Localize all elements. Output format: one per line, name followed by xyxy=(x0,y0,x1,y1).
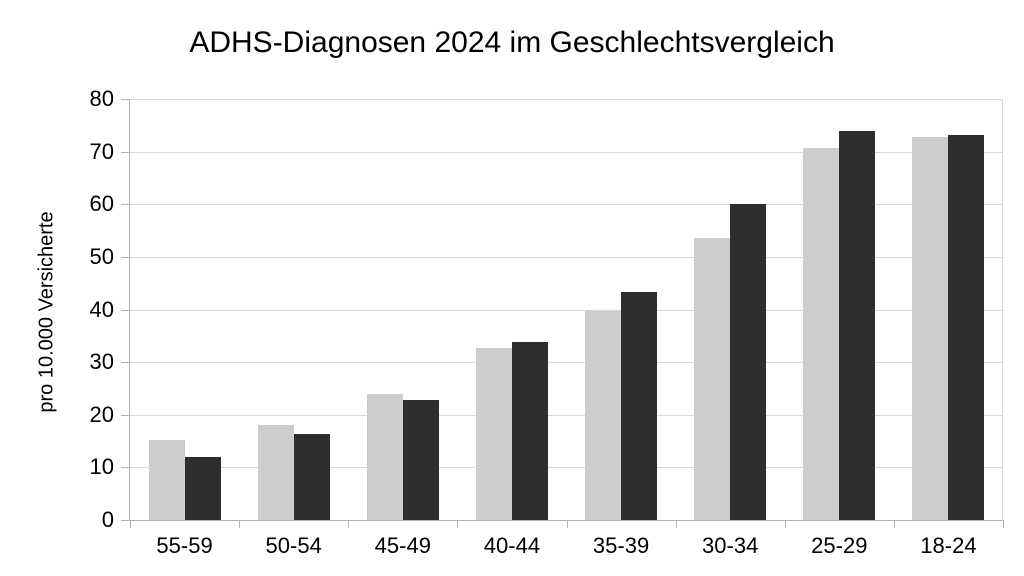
x-tick-label: 45-49 xyxy=(374,533,431,558)
y-tick-label: 0 xyxy=(101,507,114,532)
y-tick-label: 20 xyxy=(89,401,114,427)
x-tick-label: 30-34 xyxy=(702,533,759,558)
y-tick-mark xyxy=(121,467,130,469)
x-axis-line xyxy=(129,520,1003,521)
bar xyxy=(148,440,185,520)
bar xyxy=(184,456,221,520)
y-tick-mark xyxy=(121,309,130,311)
y-tick-label: 40 xyxy=(89,296,114,322)
chart-title: ADHS-Diagnosen 2024 im Geschlechtsvergle… xyxy=(189,26,835,59)
bar xyxy=(511,342,548,520)
bar-group xyxy=(457,99,566,520)
x-tick-label: 18-24 xyxy=(920,533,977,558)
x-tick-mark xyxy=(675,520,677,528)
bar xyxy=(257,425,294,520)
y-gridline xyxy=(130,309,1003,311)
bar xyxy=(730,203,767,520)
x-axis-labels: 55-59 50-54 45-49 40-44 35-39 30-34 25-29 18-24 xyxy=(130,533,1003,559)
y-tick-label: 70 xyxy=(89,138,114,164)
y-gridline xyxy=(130,151,1003,153)
plot-right-border xyxy=(1002,99,1003,520)
bar xyxy=(948,135,985,520)
bar-group xyxy=(676,99,785,520)
x-tick-mark xyxy=(1003,520,1004,528)
x-tick-mark xyxy=(348,520,350,528)
y-tick-mark xyxy=(121,414,130,416)
x-tick-mark xyxy=(893,520,895,528)
y-tick-label: 30 xyxy=(89,349,114,375)
x-tick-mark xyxy=(239,520,241,528)
x-tick-label: 25-29 xyxy=(811,533,868,558)
y-tick-mark xyxy=(121,362,130,364)
bar xyxy=(475,347,512,520)
x-tick-mark xyxy=(130,520,131,528)
y-tick-label: 60 xyxy=(89,191,114,217)
y-tick-label: 50 xyxy=(89,243,114,269)
y-gridline xyxy=(130,467,1003,469)
x-tick-label: 50-54 xyxy=(265,533,322,558)
bar xyxy=(621,291,658,520)
x-tick-mark xyxy=(784,520,786,528)
bar xyxy=(402,400,439,520)
y-gridline xyxy=(130,204,1003,206)
bar-group xyxy=(348,99,457,520)
x-tick-mark xyxy=(457,520,459,528)
y-tick-mark xyxy=(121,520,130,521)
bar xyxy=(694,238,731,520)
x-tick-label: 40-44 xyxy=(483,533,541,558)
bar xyxy=(912,136,949,520)
bar xyxy=(585,310,622,520)
bar-group xyxy=(567,99,676,520)
y-tick-mark xyxy=(121,256,130,258)
y-tick-mark xyxy=(121,99,130,100)
y-tick-mark xyxy=(121,151,130,153)
x-tick-mark xyxy=(566,520,568,528)
bar-group xyxy=(785,99,894,520)
y-gridline xyxy=(130,99,1003,100)
y-tick-mark xyxy=(121,204,130,206)
y-gridline xyxy=(130,256,1003,258)
y-axis-labels: 0 10 20 30 40 50 60 70 80 xyxy=(0,87,120,532)
bar xyxy=(293,434,330,520)
plot-area xyxy=(129,99,1003,521)
y-gridline xyxy=(130,414,1003,416)
x-tick-label: 35-39 xyxy=(592,533,650,558)
y-gridline xyxy=(130,362,1003,364)
bar-group xyxy=(239,99,348,520)
x-tick-label: 55-59 xyxy=(156,533,213,558)
bar-groups xyxy=(130,99,1003,520)
y-tick-label: 10 xyxy=(89,454,114,480)
bar-group xyxy=(130,99,239,520)
bar xyxy=(803,147,840,520)
bar-group xyxy=(894,99,1003,520)
bar xyxy=(366,393,403,520)
bar xyxy=(839,130,876,520)
y-tick-label: 80 xyxy=(89,86,114,111)
